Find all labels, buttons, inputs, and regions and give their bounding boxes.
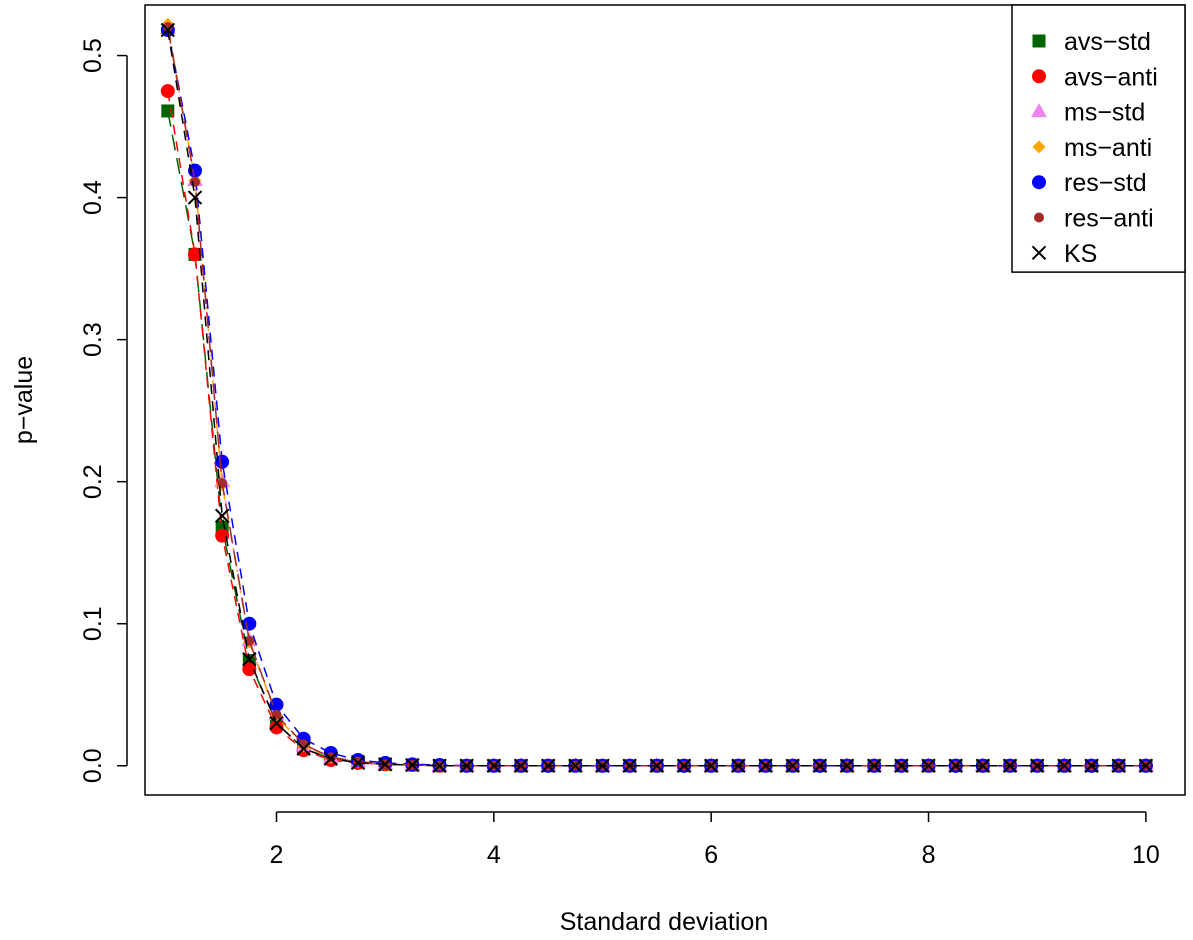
data-point	[921, 758, 936, 773]
legend-item: res−std	[1032, 169, 1147, 197]
data-point	[758, 758, 773, 773]
data-point	[703, 758, 719, 773]
data-point	[189, 176, 200, 187]
x-tick-label: 2	[270, 841, 284, 869]
legend-label: KS	[1064, 240, 1097, 268]
data-point	[162, 22, 173, 33]
legend-marker	[1031, 245, 1047, 261]
x-tick-label: 4	[487, 841, 501, 869]
data-point	[271, 709, 282, 720]
legend-marker	[1032, 69, 1046, 84]
data-point	[894, 758, 909, 773]
x-axis-title: Standard deviation	[560, 908, 768, 936]
data-point	[975, 758, 991, 773]
legend-marker	[1032, 175, 1046, 190]
data-point	[649, 758, 665, 773]
data-point	[1084, 758, 1099, 773]
data-point	[242, 616, 257, 631]
data-point	[187, 190, 203, 205]
data-point	[432, 758, 447, 773]
y-axis-title: p−value	[10, 356, 38, 444]
legend-item: avs−anti	[1032, 63, 1158, 91]
data-point	[217, 478, 228, 489]
data-point	[1057, 758, 1072, 773]
y-tick-label: 0.3	[79, 322, 107, 357]
data-point	[242, 652, 257, 667]
data-point	[785, 758, 800, 773]
legend: avs−std avs−anti ms−std ms−anti res−std res−a…	[1011, 4, 1186, 273]
y-tick-label: 0.0	[79, 748, 107, 783]
legend-item: KS	[1031, 240, 1097, 268]
legend-label: res−anti	[1064, 205, 1154, 233]
data-point	[1138, 758, 1154, 773]
data-point	[812, 758, 828, 773]
data-point	[242, 662, 257, 677]
data-point	[214, 508, 230, 523]
data-point	[513, 758, 529, 773]
data-point	[160, 22, 176, 38]
y-tick-label: 0.1	[79, 606, 107, 641]
data-point	[540, 758, 556, 773]
data-point	[1029, 758, 1045, 773]
data-point	[215, 528, 230, 543]
legend-box	[1011, 4, 1186, 273]
data-point	[296, 741, 311, 756]
legend-label: res−std	[1064, 169, 1147, 197]
data-point	[269, 715, 284, 731]
legend-marker	[1032, 140, 1046, 154]
y-tick-label: 0.4	[79, 180, 107, 215]
legend-label: avs−anti	[1064, 63, 1158, 91]
data-point	[405, 757, 420, 773]
data-point	[568, 758, 583, 773]
legend-label: avs−std	[1064, 28, 1151, 56]
data-point	[839, 758, 855, 773]
data-point	[350, 755, 366, 771]
data-point	[486, 758, 502, 773]
legend-item: res−anti	[1034, 205, 1154, 233]
data-point	[595, 758, 610, 773]
data-point	[948, 758, 963, 773]
x-tick-label: 10	[1132, 841, 1160, 869]
plot-frame	[144, 4, 1186, 796]
data-point	[160, 84, 175, 99]
data-point	[622, 758, 637, 773]
data-point	[676, 758, 692, 773]
legend-marker	[1032, 34, 1046, 48]
axes-layer: 2 4 6 8 10 0.0 0.1 0.2 0.3 0.4 0.5	[79, 38, 1160, 869]
data-point	[352, 756, 363, 767]
data-point	[187, 247, 202, 262]
series-6	[160, 22, 1154, 773]
data-point	[215, 454, 230, 469]
data-point	[269, 697, 284, 712]
data-point	[377, 757, 393, 772]
data-point	[323, 751, 339, 766]
y-tick-label: 0.2	[79, 464, 107, 499]
data-point	[459, 758, 474, 773]
legend-item: ms−std	[1031, 99, 1145, 127]
data-point	[187, 163, 202, 178]
data-point	[269, 720, 284, 735]
data-point	[1111, 758, 1126, 773]
legend-label: ms−std	[1064, 99, 1145, 127]
y-tick-label: 0.5	[79, 38, 107, 73]
legend-marker	[1031, 103, 1047, 118]
legend-marker	[1034, 212, 1044, 223]
x-tick-label: 6	[704, 841, 718, 869]
legend-item: ms−anti	[1032, 134, 1152, 162]
data-point	[1002, 758, 1018, 773]
x-tick-label: 8	[922, 841, 936, 869]
data-point	[731, 758, 746, 773]
series-layer	[159, 17, 1154, 773]
data-point	[866, 758, 882, 773]
legend-label: ms−anti	[1064, 134, 1152, 162]
legend-item: avs−std	[1032, 28, 1151, 56]
